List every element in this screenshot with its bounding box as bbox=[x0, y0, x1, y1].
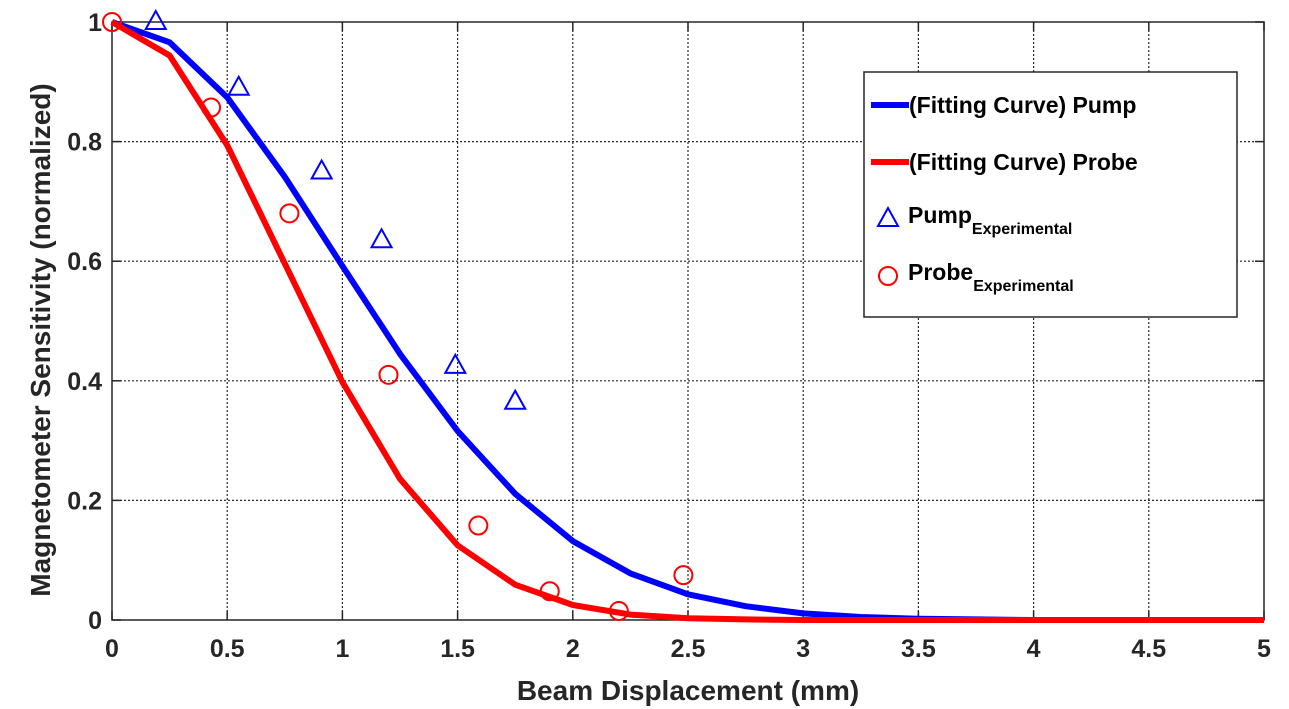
series-4-marker bbox=[608, 601, 629, 622]
legend-triangle-swatch bbox=[876, 205, 900, 227]
legend-entry-label: (Fitting Curve) Probe bbox=[909, 149, 1138, 175]
series-3-marker bbox=[369, 227, 394, 249]
series-3-marker bbox=[503, 388, 527, 410]
y-tick-label: 1 bbox=[88, 9, 102, 37]
series-2-line bbox=[110, 19, 1264, 623]
series-4-marker bbox=[201, 97, 222, 118]
series-4-marker bbox=[102, 12, 122, 32]
series-4-marker bbox=[468, 515, 489, 536]
x-tick-label: 1.5 bbox=[440, 635, 475, 663]
legend-entry-subscript: Experimental bbox=[973, 278, 1073, 295]
x-tick-label: 3 bbox=[796, 635, 810, 663]
series-lines bbox=[110, 19, 1264, 623]
x-tick-label: 1 bbox=[335, 635, 349, 663]
y-tick-label: 0 bbox=[88, 607, 102, 635]
series-4-marker bbox=[673, 565, 694, 586]
y-tick-label: 0.8 bbox=[67, 129, 102, 157]
y-tick-label: 0.4 bbox=[67, 368, 102, 396]
legend-box bbox=[863, 71, 1238, 318]
legend: (Fitting Curve) Pump (Fitting Curve) Prob… bbox=[863, 71, 1238, 318]
x-axis-label: Beam Displacement (mm) bbox=[517, 675, 859, 706]
legend-circle-swatch bbox=[878, 266, 898, 286]
legend-entry-label: (Fitting Curve) Pump bbox=[909, 92, 1136, 118]
x-tick-label: 2 bbox=[566, 635, 580, 663]
series-4-marker bbox=[539, 581, 560, 602]
series-3-marker bbox=[309, 158, 334, 180]
x-tick-label: 4 bbox=[1027, 635, 1041, 663]
x-tick-label: 0 bbox=[105, 635, 119, 663]
y-axis: 0 0.2 0.4 0.6 0.8 1 bbox=[67, 9, 1264, 635]
x-axis: 0 0.5 1 1.5 2 2.5 3 3.5 4 4.5 5 bbox=[105, 22, 1271, 663]
legend-entry-subscript: Experimental bbox=[972, 221, 1072, 238]
y-tick-label: 0.6 bbox=[67, 248, 102, 276]
series-4-marker bbox=[279, 203, 300, 224]
x-tick-label: 2.5 bbox=[671, 635, 706, 663]
y-tick-label: 0.2 bbox=[67, 487, 102, 515]
series-3-marker bbox=[227, 74, 251, 96]
series-4-marker bbox=[378, 364, 399, 385]
series-markers bbox=[102, 8, 694, 622]
y-axis-label: Magnetometer Sensitivity (normalized) bbox=[25, 83, 56, 596]
series-3-marker bbox=[144, 8, 168, 30]
x-tick-label: 3.5 bbox=[901, 635, 936, 663]
series-3-marker bbox=[443, 352, 467, 374]
x-tick-label: 4.5 bbox=[1131, 635, 1166, 663]
x-tick-label: 5 bbox=[1257, 635, 1271, 663]
x-tick-label: 0.5 bbox=[210, 635, 245, 663]
